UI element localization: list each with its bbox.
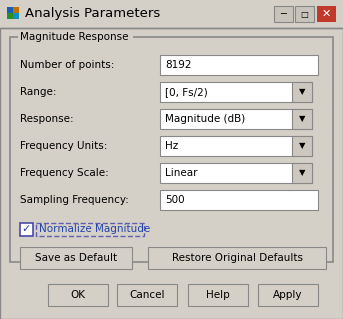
Text: [0, Fs/2): [0, Fs/2) — [165, 87, 208, 97]
Text: Restore Original Defaults: Restore Original Defaults — [172, 253, 303, 263]
Bar — [18, 31, 133, 43]
Bar — [292, 109, 312, 129]
Bar — [160, 190, 318, 210]
Text: ✓: ✓ — [21, 224, 31, 234]
Text: Cancel: Cancel — [129, 290, 165, 300]
Bar — [295, 6, 314, 22]
Bar — [36, 223, 144, 236]
Text: ─: ─ — [280, 9, 286, 19]
Text: Response:: Response: — [20, 114, 74, 124]
Bar — [7, 7, 13, 13]
Text: ✕: ✕ — [321, 9, 331, 19]
Text: Linear: Linear — [165, 168, 198, 178]
Text: □: □ — [300, 10, 308, 19]
Text: Range:: Range: — [20, 87, 57, 97]
Bar — [20, 223, 33, 236]
Text: OK: OK — [71, 290, 85, 300]
Bar — [0, 0, 343, 28]
Bar — [148, 247, 326, 269]
Bar — [160, 136, 312, 156]
Text: Magnitude Response: Magnitude Response — [20, 32, 129, 42]
Bar — [160, 163, 312, 183]
Text: ▼: ▼ — [299, 168, 305, 177]
Bar — [160, 109, 312, 129]
Bar — [188, 284, 248, 306]
Bar — [292, 136, 312, 156]
Text: Normalize Magnitude: Normalize Magnitude — [39, 224, 150, 234]
Text: 500: 500 — [165, 195, 185, 205]
Bar — [160, 55, 318, 75]
Bar — [292, 82, 312, 102]
Text: Magnitude (dB): Magnitude (dB) — [165, 114, 245, 124]
Text: Save as Default: Save as Default — [35, 253, 117, 263]
Bar — [10, 37, 333, 262]
Text: Frequency Units:: Frequency Units: — [20, 141, 107, 151]
Text: ▼: ▼ — [299, 115, 305, 123]
Text: Help: Help — [206, 290, 230, 300]
Text: Sampling Frequency:: Sampling Frequency: — [20, 195, 129, 205]
Text: ▼: ▼ — [299, 142, 305, 151]
Bar — [274, 6, 293, 22]
Text: 8192: 8192 — [165, 60, 191, 70]
Text: Hz: Hz — [165, 141, 178, 151]
Bar — [258, 284, 318, 306]
Bar — [13, 7, 19, 13]
Text: ▼: ▼ — [299, 87, 305, 97]
Text: Frequency Scale:: Frequency Scale: — [20, 168, 109, 178]
Bar — [48, 284, 108, 306]
Bar — [317, 6, 336, 22]
Text: Analysis Parameters: Analysis Parameters — [25, 8, 160, 20]
Bar — [292, 163, 312, 183]
Text: Apply: Apply — [273, 290, 303, 300]
Text: Number of points:: Number of points: — [20, 60, 114, 70]
Bar — [160, 82, 312, 102]
Bar — [7, 13, 13, 19]
Bar — [20, 247, 132, 269]
Bar — [117, 284, 177, 306]
Bar — [13, 13, 19, 19]
